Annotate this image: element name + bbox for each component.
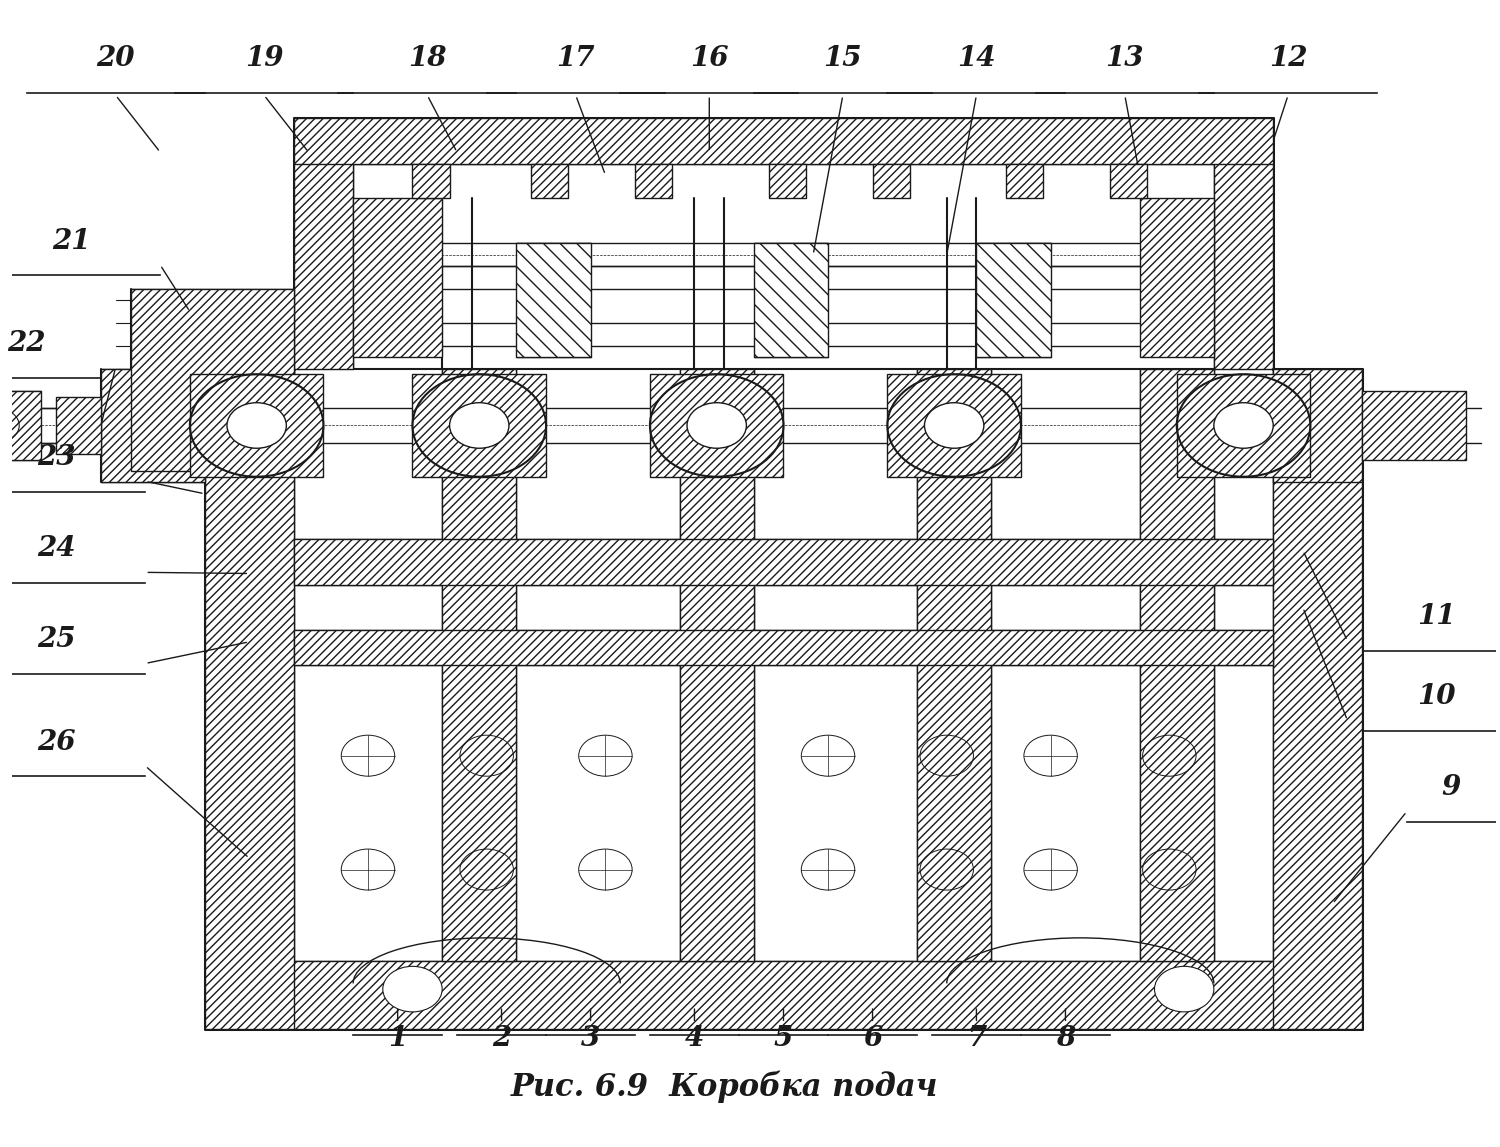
Text: 7: 7 [968,1024,986,1052]
Bar [873,164,909,197]
Text: 19: 19 [244,46,284,72]
Bar [1007,164,1042,197]
Bar [442,368,516,961]
Text: 22: 22 [8,330,46,357]
Text: 1: 1 [388,1024,408,1052]
Circle shape [450,403,509,448]
Circle shape [924,403,984,448]
Circle shape [382,966,442,1012]
Bar [204,368,294,1029]
Bar [352,197,442,357]
Bar [294,539,1274,585]
Bar [916,368,992,961]
Bar [0,391,42,460]
Bar [413,374,546,477]
Bar [294,631,1274,664]
Bar [531,164,568,197]
Text: 23: 23 [38,444,75,471]
Bar [1140,368,1214,961]
Text: 26: 26 [38,728,75,756]
Bar [1362,391,1466,460]
Bar [650,374,783,477]
Bar [1110,164,1148,197]
Text: 18: 18 [408,46,447,72]
Text: 6: 6 [862,1024,882,1052]
Bar [1214,118,1274,368]
Bar [680,368,754,961]
Text: 25: 25 [38,626,75,653]
Bar [516,243,591,357]
Bar [204,961,1362,1029]
Bar [190,374,324,477]
Bar [57,397,100,454]
Text: 13: 13 [1106,46,1144,72]
Circle shape [687,403,747,448]
Text: 11: 11 [1418,603,1455,631]
Text: 10: 10 [1418,684,1455,710]
Bar [1274,368,1362,483]
Bar [294,118,1274,164]
Text: 20: 20 [96,46,135,72]
Text: 2: 2 [492,1024,512,1052]
Text: 5: 5 [774,1024,794,1052]
Text: 15: 15 [824,46,862,72]
Bar [413,164,450,197]
Bar [976,243,1050,357]
Circle shape [226,403,286,448]
Text: 8: 8 [1056,1024,1076,1052]
Text: 9: 9 [1442,774,1461,802]
Bar [1178,374,1311,477]
Bar [754,243,828,357]
Text: 24: 24 [38,536,75,562]
Bar [130,289,294,471]
Bar [888,374,1022,477]
Text: 17: 17 [556,46,596,72]
Circle shape [1155,966,1214,1012]
Bar [1274,368,1362,1029]
Bar [100,368,204,483]
Text: 12: 12 [1269,46,1308,72]
Bar [634,164,672,197]
Text: Рис. 6.9  Коробка подач: Рис. 6.9 Коробка подач [510,1070,938,1103]
Bar [294,118,352,368]
Text: 4: 4 [686,1024,703,1052]
Text: 3: 3 [580,1024,600,1052]
Text: 21: 21 [53,227,90,255]
Text: 16: 16 [690,46,729,72]
Text: 14: 14 [957,46,996,72]
Circle shape [1214,403,1274,448]
Bar [1140,197,1214,357]
Bar [768,164,806,197]
